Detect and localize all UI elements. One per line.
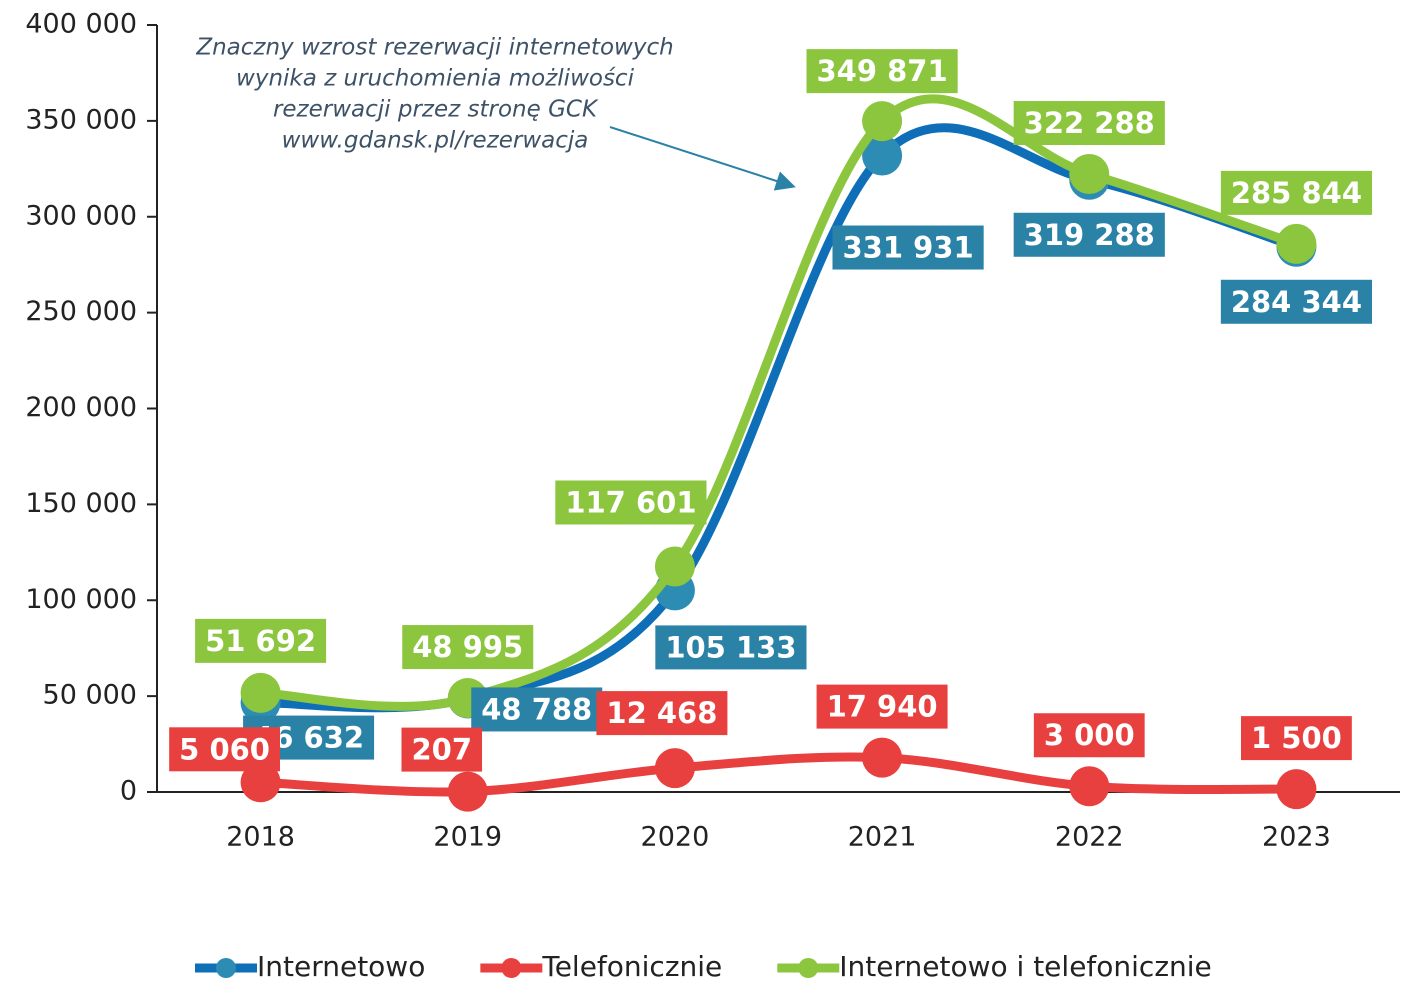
data-label-text: 117 601 (565, 486, 696, 520)
data-label-text: 285 844 (1231, 176, 1362, 210)
data-point (862, 737, 903, 778)
data-point (654, 546, 695, 587)
data-point (1069, 154, 1110, 195)
y-tick-label: 350 000 (25, 104, 137, 135)
y-tick-label: 150 000 (25, 488, 137, 519)
data-label-text: 3 000 (1044, 718, 1135, 752)
series-line (260, 94, 1298, 711)
data-label-box (169, 727, 280, 772)
data-point (862, 135, 903, 176)
data-label-text: 17 940 (827, 690, 938, 724)
data-label: 48 995 (402, 625, 534, 670)
data-point (654, 748, 695, 789)
data-label-box (1033, 713, 1145, 758)
data-label: 349 871 (806, 49, 958, 94)
data-point (862, 101, 903, 142)
data-point (240, 672, 281, 713)
data-label: 1 500 (1241, 716, 1352, 761)
data-label: 285 844 (1220, 170, 1373, 215)
data-label: 5 060 (169, 727, 280, 772)
legend-label: Telefonicznie (541, 950, 722, 981)
x-tick-label: 2019 (433, 822, 502, 853)
data-label-text: 319 288 (1024, 218, 1155, 252)
x-tick-label: 2021 (848, 822, 917, 853)
data-label-box (832, 225, 984, 270)
data-label: 12 468 (596, 691, 728, 736)
data-label: 117 601 (555, 480, 707, 525)
data-label: 207 (401, 727, 483, 772)
data-label: 105 133 (655, 625, 807, 670)
y-tick-label: 200 000 (25, 392, 137, 423)
data-label-box (195, 618, 327, 663)
annotation-arrow (609, 126, 796, 191)
annotation: wynika z uruchomienia możliwości (236, 66, 635, 92)
x-tick-label: 2023 (1262, 822, 1331, 853)
series-line (260, 752, 1297, 797)
data-label-box (806, 49, 958, 94)
data-label-box (1013, 212, 1165, 257)
data-label: 284 344 (1220, 279, 1373, 324)
data-label-text: 51 692 (205, 624, 316, 658)
data-label-text: 5 060 (179, 732, 270, 766)
data-label-text: 284 344 (1231, 285, 1362, 319)
data-point (1069, 766, 1110, 807)
data-label-text: 12 468 (606, 696, 717, 730)
data-label: 3 000 (1033, 713, 1145, 758)
data-label-box (816, 684, 948, 729)
data-label-text: 105 133 (665, 630, 796, 664)
data-label: 17 940 (816, 684, 948, 729)
data-label-text: 207 (411, 733, 472, 767)
data-label-box (655, 625, 807, 670)
y-tick-label: 100 000 (25, 584, 137, 615)
annotation: rezerwacji przez stronę GCK (273, 97, 599, 123)
data-label-box (596, 691, 728, 736)
annotation: Znaczny wzrost rezerwacji internetowych (195, 35, 673, 61)
data-label-text: 322 288 (1024, 106, 1155, 140)
data-label: 51 692 (195, 618, 327, 663)
data-label-box (555, 480, 707, 525)
data-label-box (1013, 101, 1165, 146)
data-label: 322 288 (1013, 101, 1165, 146)
annotation: www.gdansk.pl/rezerwacja (282, 128, 589, 154)
y-tick-label: 250 000 (25, 296, 137, 327)
data-label-box (1220, 170, 1373, 215)
legend-marker (798, 958, 819, 978)
data-point (1276, 769, 1317, 810)
data-label-text: 331 931 (842, 231, 973, 265)
data-point (240, 762, 281, 803)
legend-marker (216, 958, 236, 978)
data-label-box (1220, 279, 1373, 324)
data-label-box (402, 625, 534, 670)
data-label-text: 48 788 (481, 692, 592, 726)
data-label-box (401, 727, 483, 772)
y-tick-label: 0 (120, 776, 137, 807)
y-tick-label: 300 000 (25, 200, 137, 231)
data-label-box (1241, 716, 1352, 761)
data-label: 319 288 (1013, 212, 1165, 257)
data-point (1276, 223, 1317, 264)
data-label: 48 788 (471, 687, 603, 732)
x-tick-label: 2020 (641, 822, 710, 853)
legend-label: Internetowo (257, 950, 425, 981)
data-label: 331 931 (832, 225, 984, 270)
legend-label: Internetowo i telefonicznie (839, 950, 1212, 981)
data-label-text: 1 500 (1251, 721, 1342, 755)
legend-marker (501, 958, 522, 978)
data-label-text: 48 995 (412, 630, 523, 664)
x-tick-label: 2018 (226, 822, 295, 853)
data-point (447, 771, 488, 812)
x-tick-label: 2022 (1055, 822, 1124, 853)
data-label-box (471, 687, 603, 732)
y-tick-label: 400 000 (25, 9, 137, 40)
y-tick-label: 50 000 (43, 680, 137, 711)
data-label-text: 349 871 (816, 54, 947, 88)
